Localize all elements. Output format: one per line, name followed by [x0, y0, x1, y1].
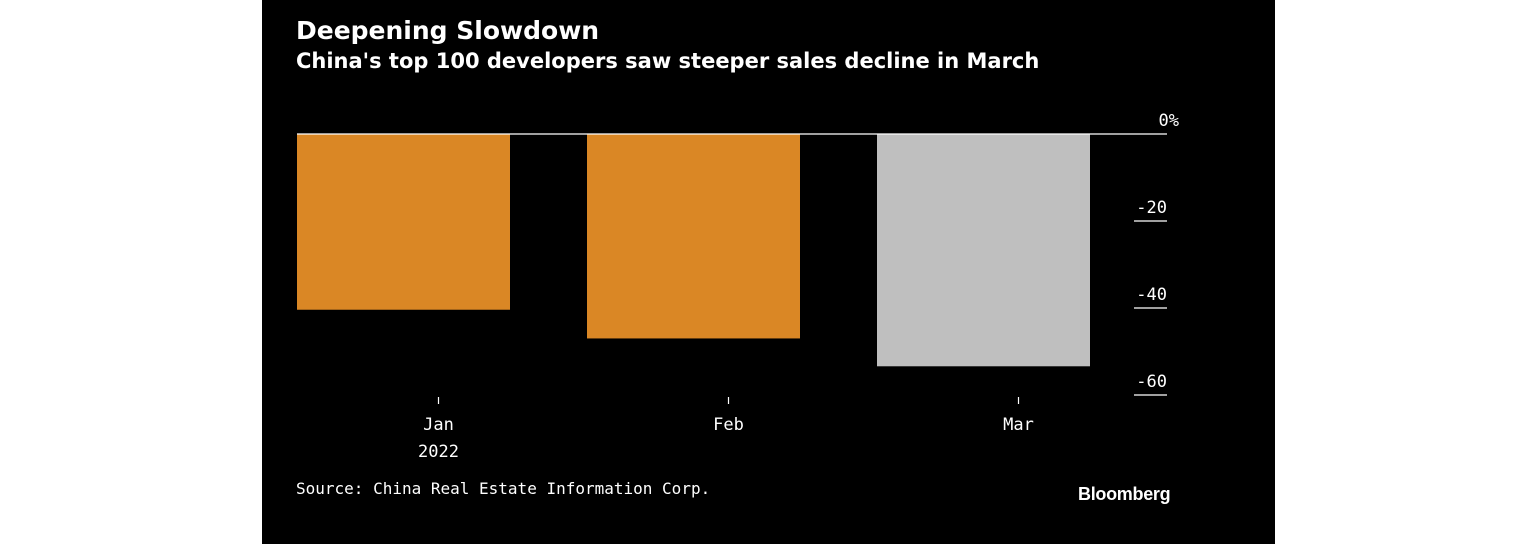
chart-panel: Deepening Slowdown China's top 100 devel… [262, 0, 1275, 544]
bar-feb [587, 134, 800, 339]
bar-jan [297, 134, 510, 310]
chart-title: Deepening Slowdown [296, 16, 600, 45]
x-tick-label-feb: Feb [713, 415, 744, 435]
chart-subtitle: China's top 100 developers saw steeper s… [296, 49, 1040, 73]
bar-chart: 0% -20 -40 -60 Jan 2022 Feb Mar [297, 111, 1179, 462]
source-note: Source: China Real Estate Information Co… [296, 479, 711, 498]
x-tick-sublabel: 2022 [418, 442, 459, 462]
y-tick-label: -40 [1136, 285, 1167, 305]
bloomberg-logo: Bloomberg [1078, 484, 1171, 504]
y-tick-label: -20 [1136, 198, 1167, 218]
y-tick-label: -60 [1136, 372, 1167, 392]
x-tick-label-jan: Jan [423, 415, 454, 435]
x-tick-label-mar: Mar [1003, 415, 1034, 435]
bar-mar [877, 134, 1090, 367]
y-tick-label: 0% [1159, 111, 1179, 131]
